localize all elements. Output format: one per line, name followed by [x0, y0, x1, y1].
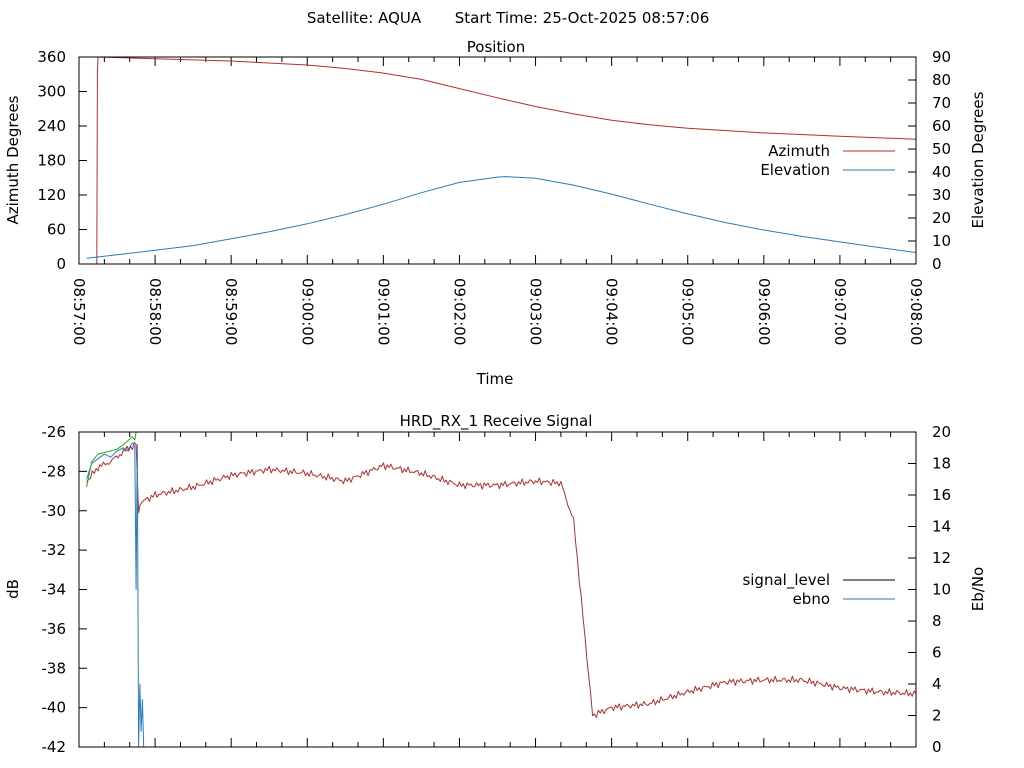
x-tick-label: 09:04:00 — [603, 278, 621, 345]
series-line-ebno — [86, 442, 145, 748]
y2-tick-label: 16 — [932, 486, 951, 504]
y2-tick-label: 50 — [932, 140, 951, 158]
series-line-azimuth — [96, 56, 917, 265]
y-tick-label: 120 — [37, 186, 66, 204]
signal-chart-title: HRD_RX_1 Receive Signal — [400, 412, 593, 431]
x-tick-label: 09:05:00 — [679, 278, 697, 345]
legend-label-ebno: ebno — [793, 590, 830, 608]
y-tick-label: 60 — [47, 221, 66, 239]
signal-y-axis-label: dB — [4, 579, 22, 599]
x-tick-label: 09:02:00 — [450, 278, 468, 345]
y2-tick-label: 80 — [932, 71, 951, 89]
legend-label-signal-level: signal_level — [742, 571, 830, 590]
series-line-elevation — [86, 176, 917, 259]
y2-tick-label: 0 — [932, 738, 942, 756]
x-tick-label: 09:08:00 — [907, 278, 925, 345]
y2-tick-label: 10 — [932, 581, 951, 599]
y2-tick-label: 10 — [932, 232, 951, 250]
y2-tick-label: 60 — [932, 117, 951, 135]
position-chart-title: Position — [467, 38, 525, 56]
y-tick-label: -40 — [42, 699, 67, 717]
y2-tick-label: 2 — [932, 707, 942, 725]
signal-tick-labels: -42 -40 -38 -36 -34 -32 -30 -28 -26 0 2 4 6 8 10 12 14 16… — [42, 423, 952, 756]
x-tick-label: 08:59:00 — [222, 278, 240, 345]
position-y-axis-label: Azimuth Degrees — [4, 95, 22, 224]
y-tick-label: 180 — [37, 152, 66, 170]
y-tick-label: -34 — [42, 581, 67, 599]
y2-tick-label: 40 — [932, 163, 951, 181]
y-tick-label: -36 — [42, 620, 67, 638]
y2-tick-label: 30 — [932, 186, 951, 204]
y2-tick-label: 70 — [932, 94, 951, 112]
y-tick-label: -32 — [42, 541, 67, 559]
y-tick-label: -30 — [42, 502, 67, 520]
signal-series — [86, 431, 917, 748]
y-tick-label: 240 — [37, 117, 66, 135]
signal-ticks — [78, 431, 917, 748]
position-chart: Position 0 60 120 180 240 300 360 0 10 20 30 40 50 60… — [4, 38, 987, 388]
y2-tick-label: 4 — [932, 675, 942, 693]
y-tick-label: -42 — [42, 738, 67, 756]
legend-label-azimuth: Azimuth — [768, 142, 830, 160]
x-tick-label: 08:58:00 — [146, 278, 164, 345]
series-line-signal-level — [86, 441, 917, 718]
signal-plot-frame — [78, 431, 917, 748]
y2-tick-label: 12 — [932, 549, 951, 567]
x-tick-label: 09:03:00 — [527, 278, 545, 345]
position-plot-frame — [78, 56, 917, 265]
position-x-axis-label: Time — [476, 370, 514, 388]
start-time-label: Start Time: 25-Oct-2025 08:57:06 — [455, 9, 710, 27]
y2-tick-label: 8 — [932, 612, 942, 630]
x-tick-label: 08:57:00 — [70, 278, 88, 345]
x-tick-label: 09:01:00 — [374, 278, 392, 345]
y2-tick-label: 90 — [932, 48, 951, 66]
satellite-label: Satellite: AQUA — [307, 9, 422, 27]
position-series — [86, 56, 917, 265]
signal-chart: HRD_RX_1 Receive Signal -42-40-38-36-34-… — [4, 412, 987, 756]
y-tick-label: 0 — [56, 255, 66, 273]
x-tick-label: 09:06:00 — [755, 278, 773, 345]
x-tick-label: 09:00:00 — [298, 278, 316, 345]
y2-tick-label: 0 — [932, 255, 942, 273]
y-tick-label: -28 — [42, 462, 67, 480]
legend-label-elevation: Elevation — [760, 161, 830, 179]
x-tick-label: 09:07:00 — [831, 278, 849, 345]
y2-tick-label: 18 — [932, 455, 951, 473]
y-tick-label: 300 — [37, 83, 66, 101]
position-tick-labels: 0 60 120 180 240 300 360 0 10 20 30 40 50 60 70 80 90 08:… — [37, 48, 951, 345]
y2-tick-label: 14 — [932, 518, 951, 536]
y-tick-label: -38 — [42, 659, 67, 677]
signal-legend: signal_level ebno — [742, 571, 895, 608]
y2-tick-label: 20 — [932, 423, 951, 441]
position-legend: Azimuth Elevation — [760, 142, 895, 179]
y-tick-label: 360 — [37, 48, 66, 66]
y-tick-label: -26 — [42, 423, 67, 441]
position-y2-axis-label: Elevation Degrees — [969, 91, 987, 228]
y2-tick-label: 6 — [932, 644, 942, 662]
series-line-unlabeled — [86, 431, 137, 488]
signal-y2-axis-label: Eb/No — [969, 567, 987, 611]
y2-tick-label: 20 — [932, 209, 951, 227]
